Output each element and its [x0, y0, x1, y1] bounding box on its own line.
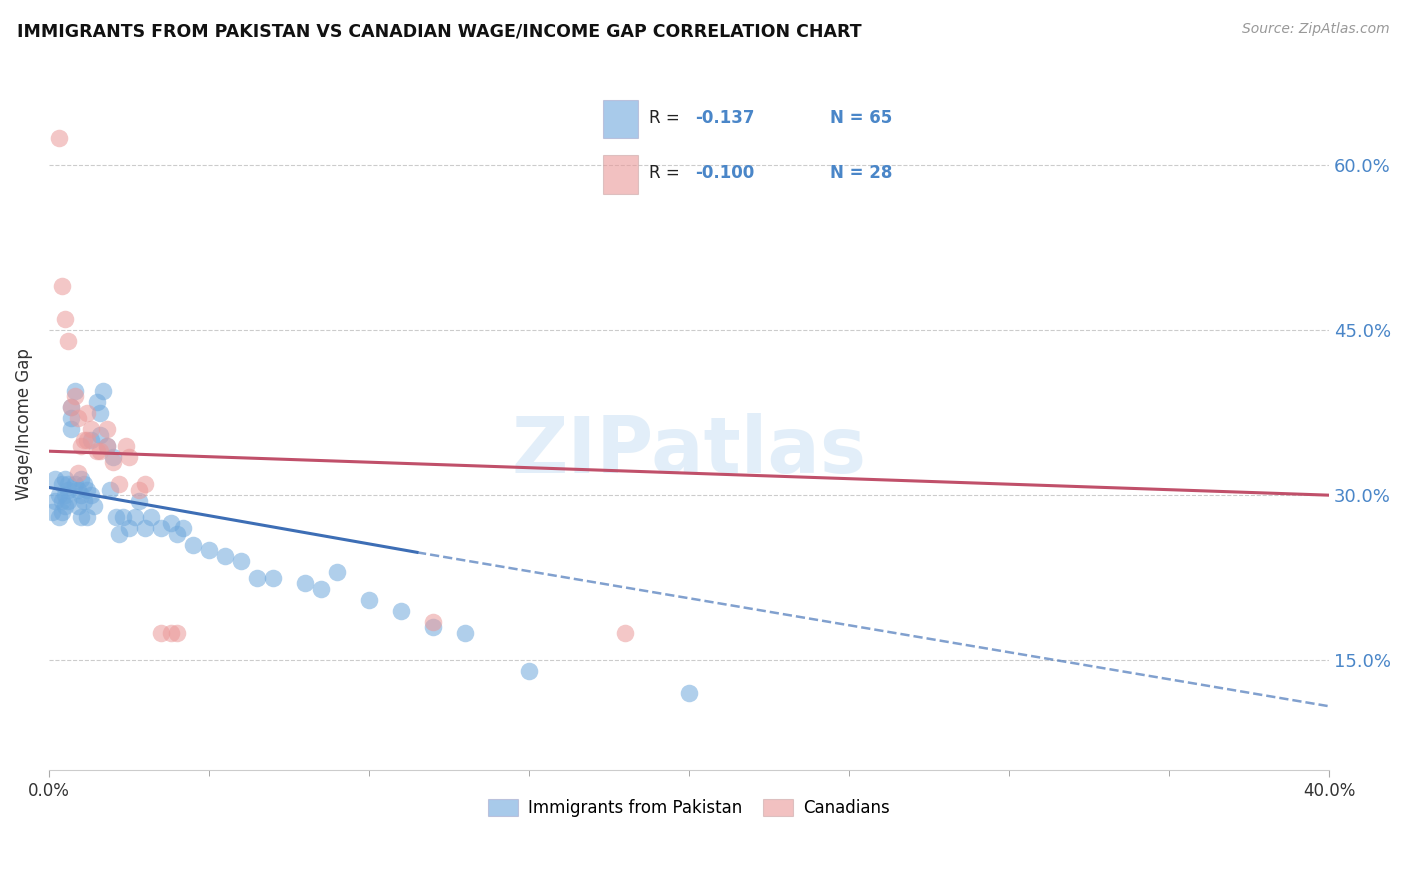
Point — [159, 625, 181, 640]
Point — [66, 411, 89, 425]
Point — [149, 625, 172, 640]
Point — [56, 483, 79, 497]
Point — [118, 450, 141, 464]
Point — [166, 625, 188, 640]
Point — [89, 406, 111, 420]
Point — [48, 510, 70, 524]
Point — [79, 422, 101, 436]
Point — [48, 488, 70, 502]
Point — [96, 422, 118, 436]
Point — [114, 439, 136, 453]
Point — [70, 439, 93, 453]
Point — [51, 493, 73, 508]
Point — [172, 521, 194, 535]
Point — [134, 521, 156, 535]
Point — [73, 493, 96, 508]
Point — [96, 439, 118, 453]
Point — [86, 444, 108, 458]
Point — [66, 499, 89, 513]
Point — [294, 576, 316, 591]
Point — [41, 505, 63, 519]
Point — [454, 625, 477, 640]
Point — [124, 510, 146, 524]
Point — [56, 477, 79, 491]
Point — [73, 434, 96, 448]
Point — [44, 472, 66, 486]
Point — [96, 439, 118, 453]
Point — [422, 615, 444, 629]
Point — [63, 389, 86, 403]
Point — [118, 521, 141, 535]
Point — [134, 477, 156, 491]
Point — [53, 312, 76, 326]
Point — [53, 472, 76, 486]
Point — [56, 493, 79, 508]
Point — [76, 406, 98, 420]
Point — [101, 455, 124, 469]
Point — [56, 334, 79, 349]
Point — [83, 499, 105, 513]
Point — [70, 488, 93, 502]
Point — [246, 571, 269, 585]
Point — [181, 538, 204, 552]
Point — [89, 427, 111, 442]
Point — [517, 664, 540, 678]
Point — [79, 434, 101, 448]
Point — [357, 592, 380, 607]
Point — [76, 434, 98, 448]
Point — [76, 483, 98, 497]
Point — [51, 279, 73, 293]
Point — [44, 493, 66, 508]
Point — [159, 516, 181, 530]
Point — [63, 477, 86, 491]
Point — [98, 483, 121, 497]
Point — [86, 394, 108, 409]
Point — [262, 571, 284, 585]
Point — [326, 565, 349, 579]
Point — [309, 582, 332, 596]
Point — [63, 384, 86, 398]
Point — [105, 510, 128, 524]
Point — [73, 477, 96, 491]
Point — [614, 625, 637, 640]
Point — [229, 554, 252, 568]
Point — [60, 401, 83, 415]
Text: ZIPatlas: ZIPatlas — [512, 413, 866, 490]
Point — [678, 686, 700, 700]
Point — [79, 488, 101, 502]
Point — [60, 422, 83, 436]
Point — [128, 483, 150, 497]
Y-axis label: Wage/Income Gap: Wage/Income Gap — [15, 348, 32, 500]
Point — [389, 604, 412, 618]
Point — [141, 510, 163, 524]
Point — [108, 526, 131, 541]
Point — [101, 450, 124, 464]
Point — [70, 510, 93, 524]
Legend: Immigrants from Pakistan, Canadians: Immigrants from Pakistan, Canadians — [482, 792, 896, 824]
Point — [111, 510, 134, 524]
Point — [76, 510, 98, 524]
Point — [66, 466, 89, 480]
Point — [108, 477, 131, 491]
Point — [53, 488, 76, 502]
Point — [128, 493, 150, 508]
Text: IMMIGRANTS FROM PAKISTAN VS CANADIAN WAGE/INCOME GAP CORRELATION CHART: IMMIGRANTS FROM PAKISTAN VS CANADIAN WAG… — [17, 22, 862, 40]
Point — [198, 543, 221, 558]
Point — [214, 549, 236, 563]
Point — [53, 499, 76, 513]
Point — [48, 131, 70, 145]
Point — [93, 384, 115, 398]
Point — [51, 477, 73, 491]
Point — [422, 620, 444, 634]
Point — [51, 505, 73, 519]
Text: Source: ZipAtlas.com: Source: ZipAtlas.com — [1241, 22, 1389, 37]
Point — [66, 483, 89, 497]
Point — [60, 401, 83, 415]
Point — [60, 411, 83, 425]
Point — [166, 526, 188, 541]
Point — [70, 472, 93, 486]
Point — [89, 444, 111, 458]
Point — [149, 521, 172, 535]
